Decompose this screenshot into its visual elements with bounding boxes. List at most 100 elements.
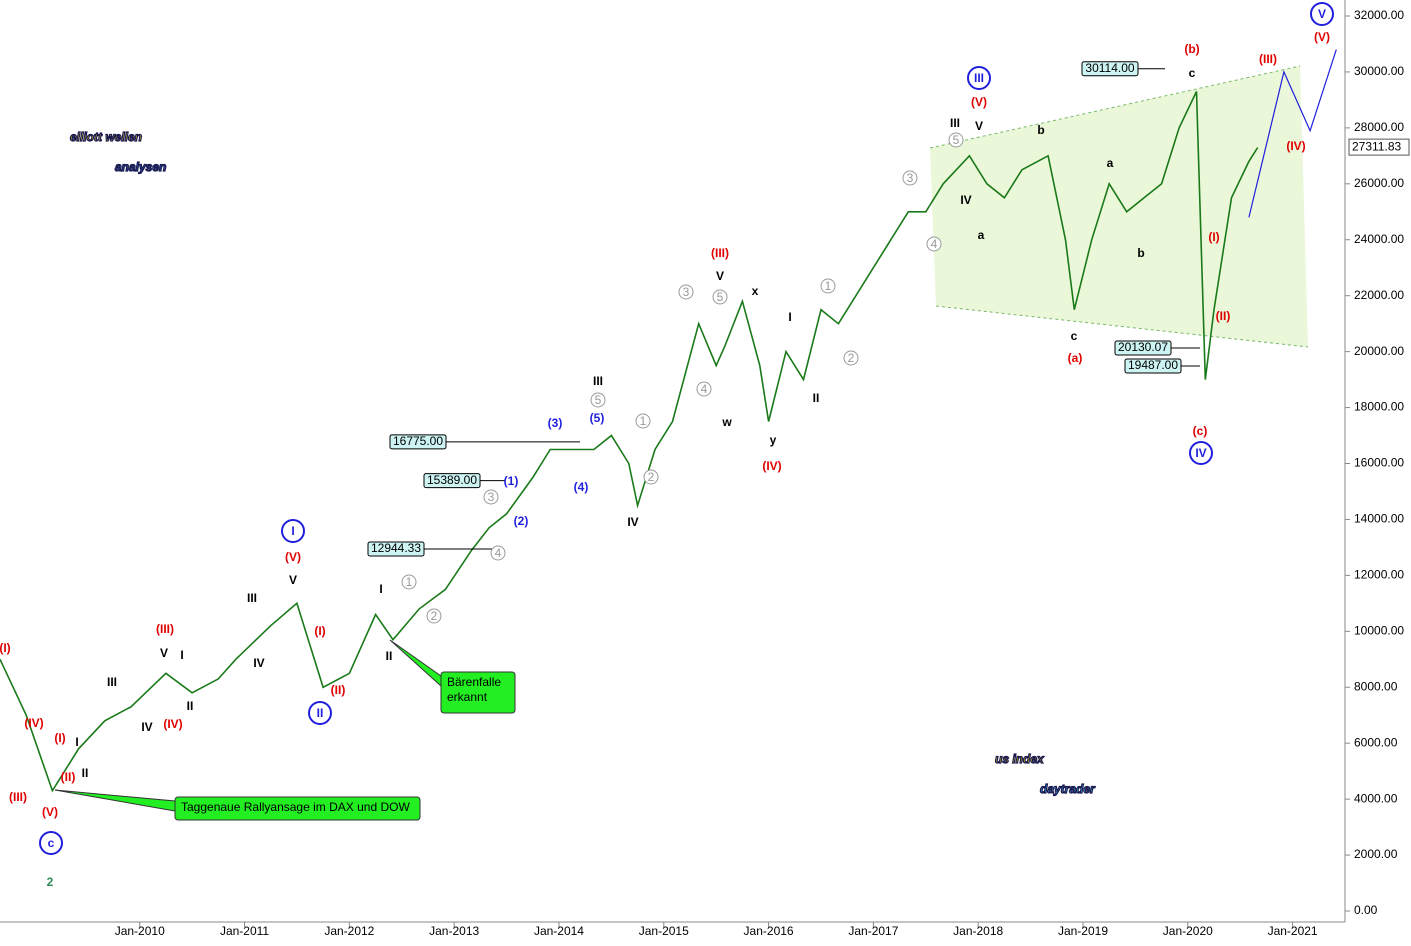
y-tick-label: 2000.00 bbox=[1354, 847, 1398, 861]
x-tick-label: Jan-2015 bbox=[639, 924, 689, 938]
wave-circle bbox=[483, 489, 499, 505]
wave-label: II bbox=[82, 766, 89, 780]
wave-label: w bbox=[721, 415, 732, 429]
x-tick-label: Jan-2019 bbox=[1058, 924, 1108, 938]
y-tick-label: 14000.00 bbox=[1354, 512, 1404, 526]
wave-circle bbox=[635, 413, 651, 429]
wave-circle bbox=[678, 284, 694, 300]
wave-circle bbox=[643, 469, 659, 485]
wave-label: 5 bbox=[595, 393, 602, 407]
wave-label: IV bbox=[253, 656, 264, 670]
wave-label: (V) bbox=[285, 550, 301, 564]
x-tick-label: Jan-2018 bbox=[953, 924, 1003, 938]
wave-label: 1 bbox=[640, 414, 647, 428]
wave-label: (I) bbox=[0, 641, 11, 655]
wave-label: (3) bbox=[548, 416, 563, 430]
wave-label: x bbox=[752, 284, 759, 298]
wave-circle bbox=[843, 350, 859, 366]
wave-circle bbox=[1310, 2, 1334, 26]
level-label: 20130.07 bbox=[1118, 340, 1168, 354]
wave-label: 4 bbox=[701, 382, 708, 396]
wave-label: b bbox=[1037, 123, 1044, 137]
wave-label: V bbox=[716, 269, 724, 283]
wave-label: (b) bbox=[1184, 42, 1199, 56]
wave-circle bbox=[696, 381, 712, 397]
wave-label: 4 bbox=[495, 546, 502, 560]
wave-label: I bbox=[379, 582, 382, 596]
x-tick-label: Jan-2012 bbox=[324, 924, 374, 938]
wave-label: (II) bbox=[61, 770, 76, 784]
wave-label: I bbox=[75, 735, 78, 749]
wave-circle bbox=[39, 831, 63, 855]
y-tick-label: 4000.00 bbox=[1354, 791, 1398, 805]
wave-label: c bbox=[48, 836, 55, 850]
wave-label: 2 bbox=[431, 609, 438, 623]
wave-label: IV bbox=[627, 515, 638, 529]
level-box bbox=[423, 473, 481, 489]
triangle-area bbox=[930, 66, 1308, 347]
wave-label: 2 bbox=[648, 470, 655, 484]
wave-label: I bbox=[291, 524, 294, 538]
y-tick-label: 24000.00 bbox=[1354, 232, 1404, 246]
y-tick-label: 10000.00 bbox=[1354, 623, 1404, 637]
wave-label: (II) bbox=[1216, 309, 1231, 323]
x-tick-label: Jan-2017 bbox=[848, 924, 898, 938]
y-tick-label: 18000.00 bbox=[1354, 400, 1404, 414]
logo-text: analysen bbox=[115, 160, 166, 174]
wave-label: V bbox=[289, 573, 297, 587]
level-box bbox=[1114, 340, 1172, 356]
y-tick-label: 16000.00 bbox=[1354, 456, 1404, 470]
y-tick-label: 20000.00 bbox=[1354, 344, 1404, 358]
wave-label: 5 bbox=[717, 290, 724, 304]
wave-circle bbox=[712, 289, 728, 305]
wave-label: III bbox=[593, 374, 603, 388]
wave-label: (5) bbox=[590, 411, 605, 425]
callout-box bbox=[174, 796, 421, 821]
wave-label: (III) bbox=[1259, 52, 1277, 66]
x-tick-label: Jan-2020 bbox=[1163, 924, 1213, 938]
wave-label: (I) bbox=[1208, 230, 1219, 244]
callout-box bbox=[440, 671, 516, 714]
callout-text: erkannt bbox=[447, 690, 488, 704]
wave-circle bbox=[902, 170, 918, 186]
wave-label: IV bbox=[960, 193, 971, 207]
wave-circle bbox=[490, 545, 506, 561]
x-tick-label: Jan-2010 bbox=[115, 924, 165, 938]
wave-label: (I) bbox=[54, 731, 65, 745]
wave-label: (IV) bbox=[24, 716, 43, 730]
logo-text: elliott wellen bbox=[70, 130, 142, 144]
wave-label: I bbox=[788, 310, 791, 324]
wave-circle bbox=[308, 701, 332, 725]
x-tick-label: Jan-2016 bbox=[744, 924, 794, 938]
level-label: 30114.00 bbox=[1085, 61, 1134, 75]
wave-label: b bbox=[1137, 246, 1144, 260]
wave-label: 2 bbox=[47, 875, 54, 889]
wave-label: 3 bbox=[488, 490, 495, 504]
wave-circle bbox=[967, 66, 991, 90]
wave-label: 3 bbox=[683, 285, 690, 299]
logo-text: us index bbox=[995, 752, 1045, 766]
wave-label: (4) bbox=[574, 480, 589, 494]
y-tick-label: 28000.00 bbox=[1354, 120, 1404, 134]
wave-label: (2) bbox=[514, 514, 529, 528]
wave-label: 3 bbox=[907, 171, 914, 185]
wave-label: (c) bbox=[1193, 424, 1208, 438]
y-tick-label: 22000.00 bbox=[1354, 288, 1404, 302]
wave-label: (I) bbox=[314, 624, 325, 638]
wave-label: V bbox=[1318, 7, 1326, 21]
y-tick-label: 8000.00 bbox=[1354, 679, 1398, 693]
level-box bbox=[389, 434, 447, 450]
wave-label: III bbox=[107, 675, 117, 689]
level-box bbox=[1124, 358, 1182, 374]
level-label: 15389.00 bbox=[427, 473, 477, 487]
wave-label: IV bbox=[141, 720, 152, 734]
price-line bbox=[0, 91, 1259, 793]
y-tick-label: 30000.00 bbox=[1354, 64, 1404, 78]
x-tick-label: Jan-2013 bbox=[429, 924, 479, 938]
wave-label: (1) bbox=[504, 474, 519, 488]
level-label: 12944.33 bbox=[371, 541, 421, 555]
wave-label: c bbox=[1189, 66, 1196, 80]
wave-label: 1 bbox=[406, 575, 413, 589]
x-tick-label: Jan-2021 bbox=[1268, 924, 1318, 938]
y-tick-label: 6000.00 bbox=[1354, 735, 1398, 749]
